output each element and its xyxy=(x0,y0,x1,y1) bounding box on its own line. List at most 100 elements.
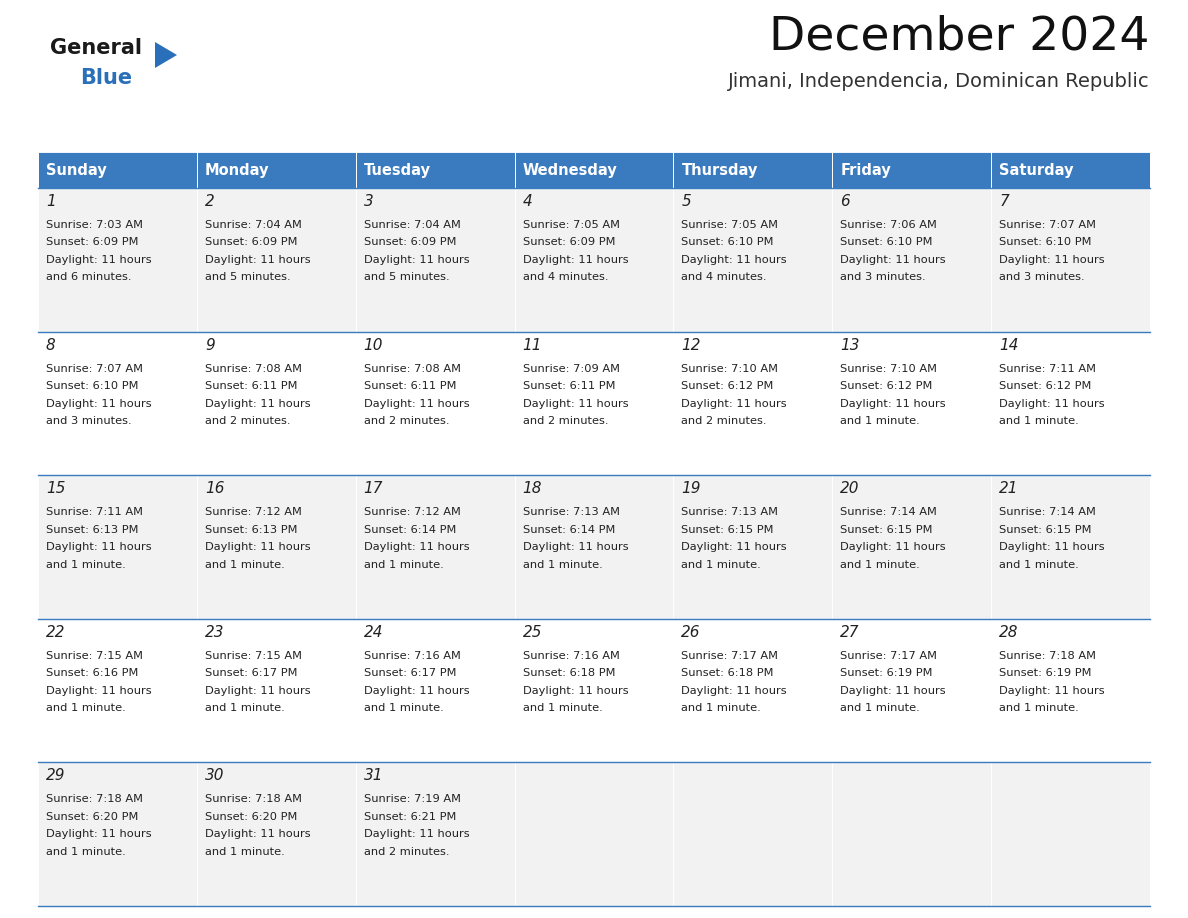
Text: 14: 14 xyxy=(999,338,1018,353)
Text: and 1 minute.: and 1 minute. xyxy=(523,703,602,713)
Bar xyxy=(833,152,991,188)
Text: and 2 minutes.: and 2 minutes. xyxy=(523,416,608,426)
Text: Sunrise: 7:12 AM: Sunrise: 7:12 AM xyxy=(204,508,302,517)
Text: Blue: Blue xyxy=(80,68,132,88)
Text: Daylight: 11 hours: Daylight: 11 hours xyxy=(204,255,310,265)
Text: Sunrise: 7:13 AM: Sunrise: 7:13 AM xyxy=(523,508,620,517)
Text: Sunset: 6:09 PM: Sunset: 6:09 PM xyxy=(46,238,139,248)
Text: Sunrise: 7:15 AM: Sunrise: 7:15 AM xyxy=(204,651,302,661)
Text: and 1 minute.: and 1 minute. xyxy=(46,703,126,713)
Bar xyxy=(38,619,1150,763)
Text: Daylight: 11 hours: Daylight: 11 hours xyxy=(682,255,788,265)
Text: 30: 30 xyxy=(204,768,225,783)
Text: 17: 17 xyxy=(364,481,384,497)
Text: Monday: Monday xyxy=(204,162,270,177)
Text: and 1 minute.: and 1 minute. xyxy=(840,560,920,570)
Text: Daylight: 11 hours: Daylight: 11 hours xyxy=(46,543,152,553)
Text: Sunset: 6:16 PM: Sunset: 6:16 PM xyxy=(46,668,138,678)
Text: Daylight: 11 hours: Daylight: 11 hours xyxy=(523,398,628,409)
Text: Sunset: 6:09 PM: Sunset: 6:09 PM xyxy=(364,238,456,248)
Text: Sunset: 6:14 PM: Sunset: 6:14 PM xyxy=(364,525,456,534)
Text: and 3 minutes.: and 3 minutes. xyxy=(840,273,925,283)
Text: Daylight: 11 hours: Daylight: 11 hours xyxy=(999,686,1105,696)
Text: and 1 minute.: and 1 minute. xyxy=(46,847,126,856)
Text: 9: 9 xyxy=(204,338,215,353)
Text: 1: 1 xyxy=(46,194,56,209)
Text: Sunset: 6:13 PM: Sunset: 6:13 PM xyxy=(204,525,297,534)
Text: Sunset: 6:17 PM: Sunset: 6:17 PM xyxy=(364,668,456,678)
Text: Jimani, Independencia, Dominican Republic: Jimani, Independencia, Dominican Republi… xyxy=(728,72,1150,91)
Text: 23: 23 xyxy=(204,625,225,640)
Bar xyxy=(38,331,1150,476)
Text: Sunrise: 7:10 AM: Sunrise: 7:10 AM xyxy=(682,364,778,374)
Text: 21: 21 xyxy=(999,481,1018,497)
Text: Sunset: 6:11 PM: Sunset: 6:11 PM xyxy=(523,381,615,391)
Text: Sunrise: 7:18 AM: Sunrise: 7:18 AM xyxy=(204,794,302,804)
Text: 26: 26 xyxy=(682,625,701,640)
Text: Sunset: 6:12 PM: Sunset: 6:12 PM xyxy=(682,381,773,391)
Text: Sunset: 6:19 PM: Sunset: 6:19 PM xyxy=(840,668,933,678)
Text: and 1 minute.: and 1 minute. xyxy=(364,560,443,570)
Text: Sunrise: 7:08 AM: Sunrise: 7:08 AM xyxy=(364,364,461,374)
Text: Sunset: 6:20 PM: Sunset: 6:20 PM xyxy=(204,812,297,822)
Text: and 1 minute.: and 1 minute. xyxy=(999,560,1079,570)
Text: Sunrise: 7:19 AM: Sunrise: 7:19 AM xyxy=(364,794,461,804)
Text: Sunrise: 7:13 AM: Sunrise: 7:13 AM xyxy=(682,508,778,517)
Text: Daylight: 11 hours: Daylight: 11 hours xyxy=(204,543,310,553)
Text: Daylight: 11 hours: Daylight: 11 hours xyxy=(840,255,946,265)
Text: Sunrise: 7:09 AM: Sunrise: 7:09 AM xyxy=(523,364,620,374)
Text: and 1 minute.: and 1 minute. xyxy=(204,703,285,713)
Text: Daylight: 11 hours: Daylight: 11 hours xyxy=(46,398,152,409)
Text: Saturday: Saturday xyxy=(999,162,1074,177)
Text: and 1 minute.: and 1 minute. xyxy=(364,703,443,713)
Text: Sunrise: 7:05 AM: Sunrise: 7:05 AM xyxy=(523,220,620,230)
Text: Sunrise: 7:07 AM: Sunrise: 7:07 AM xyxy=(46,364,143,374)
Text: 5: 5 xyxy=(682,194,691,209)
Text: Friday: Friday xyxy=(840,162,891,177)
Text: Tuesday: Tuesday xyxy=(364,162,431,177)
Text: 13: 13 xyxy=(840,338,860,353)
Text: and 3 minutes.: and 3 minutes. xyxy=(46,416,132,426)
Bar xyxy=(197,152,355,188)
Text: and 1 minute.: and 1 minute. xyxy=(682,560,762,570)
Text: Sunset: 6:19 PM: Sunset: 6:19 PM xyxy=(999,668,1092,678)
Text: and 1 minute.: and 1 minute. xyxy=(523,560,602,570)
Text: and 3 minutes.: and 3 minutes. xyxy=(999,273,1085,283)
Text: Sunset: 6:10 PM: Sunset: 6:10 PM xyxy=(840,238,933,248)
Text: Sunset: 6:15 PM: Sunset: 6:15 PM xyxy=(840,525,933,534)
Text: Sunrise: 7:07 AM: Sunrise: 7:07 AM xyxy=(999,220,1097,230)
Text: and 1 minute.: and 1 minute. xyxy=(204,560,285,570)
Text: Sunset: 6:17 PM: Sunset: 6:17 PM xyxy=(204,668,297,678)
Text: Sunrise: 7:08 AM: Sunrise: 7:08 AM xyxy=(204,364,302,374)
Text: Daylight: 11 hours: Daylight: 11 hours xyxy=(840,398,946,409)
Text: Daylight: 11 hours: Daylight: 11 hours xyxy=(840,686,946,696)
Text: Sunset: 6:15 PM: Sunset: 6:15 PM xyxy=(682,525,773,534)
Text: 22: 22 xyxy=(46,625,65,640)
Text: Sunrise: 7:05 AM: Sunrise: 7:05 AM xyxy=(682,220,778,230)
Text: Sunrise: 7:16 AM: Sunrise: 7:16 AM xyxy=(364,651,461,661)
Text: Sunday: Sunday xyxy=(46,162,107,177)
Text: General: General xyxy=(50,38,143,58)
Text: Daylight: 11 hours: Daylight: 11 hours xyxy=(523,543,628,553)
Text: 3: 3 xyxy=(364,194,373,209)
Text: Wednesday: Wednesday xyxy=(523,162,618,177)
Text: 31: 31 xyxy=(364,768,384,783)
Text: Sunset: 6:20 PM: Sunset: 6:20 PM xyxy=(46,812,138,822)
Text: and 2 minutes.: and 2 minutes. xyxy=(204,416,290,426)
Text: and 1 minute.: and 1 minute. xyxy=(204,847,285,856)
Text: Sunrise: 7:17 AM: Sunrise: 7:17 AM xyxy=(840,651,937,661)
Text: Sunrise: 7:11 AM: Sunrise: 7:11 AM xyxy=(46,508,143,517)
Text: Sunset: 6:12 PM: Sunset: 6:12 PM xyxy=(999,381,1092,391)
Text: 29: 29 xyxy=(46,768,65,783)
Polygon shape xyxy=(154,42,177,68)
Text: Daylight: 11 hours: Daylight: 11 hours xyxy=(364,686,469,696)
Text: Sunrise: 7:10 AM: Sunrise: 7:10 AM xyxy=(840,364,937,374)
Text: Sunrise: 7:16 AM: Sunrise: 7:16 AM xyxy=(523,651,619,661)
Text: 7: 7 xyxy=(999,194,1009,209)
Text: and 1 minute.: and 1 minute. xyxy=(999,703,1079,713)
Text: and 5 minutes.: and 5 minutes. xyxy=(364,273,449,283)
Text: and 2 minutes.: and 2 minutes. xyxy=(364,847,449,856)
Text: Sunset: 6:11 PM: Sunset: 6:11 PM xyxy=(364,381,456,391)
Text: Daylight: 11 hours: Daylight: 11 hours xyxy=(204,829,310,839)
Text: Sunset: 6:12 PM: Sunset: 6:12 PM xyxy=(840,381,933,391)
